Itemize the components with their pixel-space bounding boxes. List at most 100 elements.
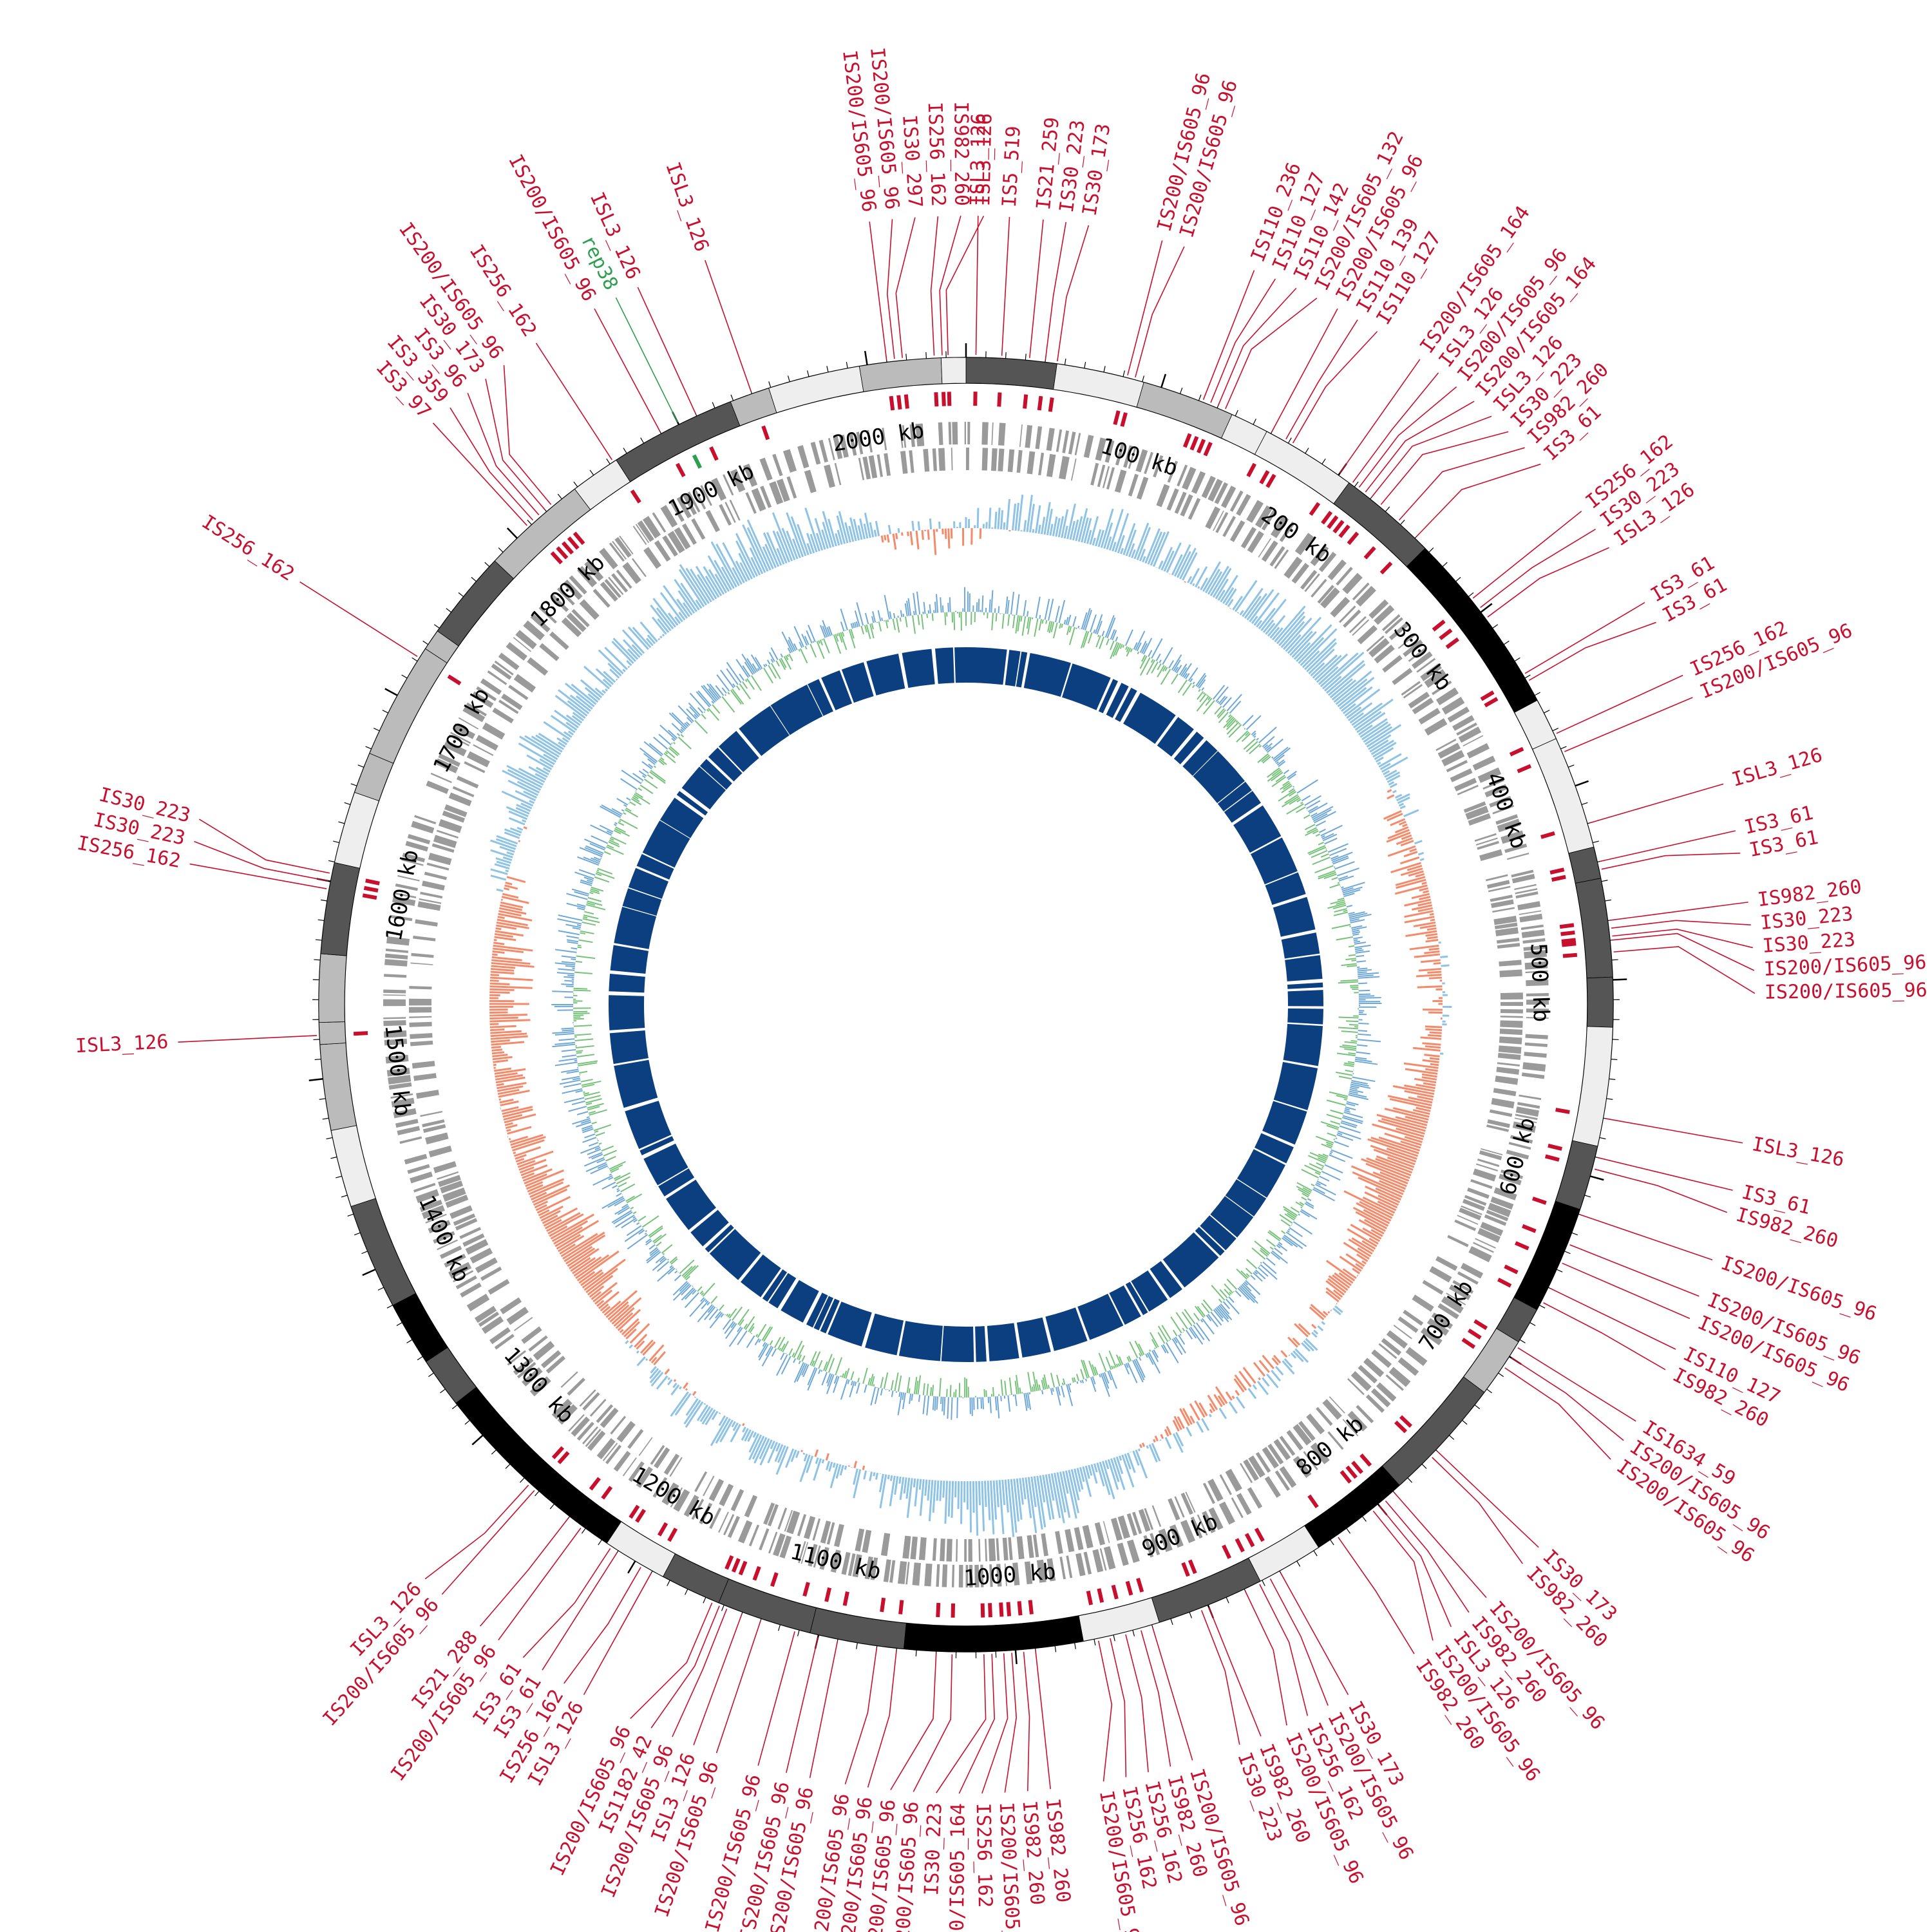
cds-block bbox=[1412, 697, 1434, 715]
cds-block bbox=[1310, 544, 1329, 567]
is-element-label: IS200/IS605_96 bbox=[504, 151, 600, 305]
gc-skew-bar bbox=[705, 1409, 716, 1426]
gc-skew-bar bbox=[1023, 520, 1027, 532]
cds-block bbox=[767, 1504, 779, 1527]
gc-skew-bar bbox=[509, 1135, 529, 1143]
gc-content-bar bbox=[1181, 1311, 1193, 1327]
gc-content-bar bbox=[798, 1354, 802, 1361]
gc-skew-bar bbox=[491, 965, 516, 969]
gc-skew-bar bbox=[813, 1458, 822, 1481]
gc-content-bar bbox=[1304, 795, 1321, 806]
is-element-mark bbox=[1439, 628, 1453, 641]
gc-content-bar bbox=[1189, 1326, 1204, 1345]
cds-block bbox=[719, 1483, 734, 1506]
cds-block bbox=[831, 1549, 841, 1573]
cds-block bbox=[1298, 1421, 1316, 1441]
cds-block bbox=[385, 1054, 409, 1064]
cds-block bbox=[383, 1020, 406, 1027]
gc-content-bar bbox=[1041, 1390, 1044, 1395]
gc-skew-bar bbox=[1379, 762, 1391, 770]
gc-skew-bar bbox=[695, 599, 703, 609]
gc-content-bar bbox=[857, 1378, 860, 1383]
gc-content-bar bbox=[1342, 1117, 1363, 1124]
gc-skew-bar bbox=[499, 907, 527, 915]
cds-block bbox=[1036, 1559, 1046, 1583]
gc-skew-bar bbox=[1017, 494, 1024, 531]
gc-content-bar bbox=[793, 1358, 797, 1363]
gc-content-bar bbox=[763, 1326, 773, 1342]
gc-content-bar bbox=[666, 750, 676, 759]
gc-content-bar bbox=[1068, 626, 1072, 633]
gc-content-bar bbox=[614, 1172, 631, 1182]
gc-skew-bar bbox=[1366, 724, 1402, 748]
cds-block bbox=[1499, 1028, 1523, 1036]
conserved-block bbox=[781, 1280, 819, 1323]
gc-content-bar bbox=[735, 659, 750, 678]
cds-block bbox=[1486, 1209, 1509, 1222]
gc-skew-bar bbox=[505, 882, 513, 886]
is-element-mark bbox=[889, 395, 895, 411]
conserved-block bbox=[1131, 1270, 1168, 1312]
genome-band bbox=[1572, 1026, 1613, 1147]
gc-skew-bar bbox=[607, 1301, 629, 1321]
gc-content-bar bbox=[1108, 1350, 1117, 1368]
gc-skew-bar bbox=[1074, 1468, 1081, 1492]
gc-content-bar bbox=[808, 625, 816, 643]
gc-content-bar bbox=[788, 636, 797, 651]
feature-leader bbox=[844, 1648, 878, 1785]
gc-skew-bar bbox=[554, 695, 586, 719]
gc-content-bar bbox=[1330, 1109, 1344, 1115]
gc-skew-bar bbox=[1398, 802, 1405, 807]
gc-content-bar bbox=[597, 1163, 608, 1170]
gc-content-bar bbox=[1098, 1352, 1107, 1372]
gc-skew-bar bbox=[1358, 1177, 1403, 1198]
cds-block bbox=[1465, 806, 1489, 820]
gc-content-bar bbox=[649, 771, 666, 784]
gc-content-bar bbox=[1307, 845, 1326, 854]
gc-content-bar bbox=[949, 597, 951, 612]
gc-skew-bar bbox=[511, 1136, 546, 1149]
cds-block bbox=[1475, 837, 1498, 846]
gc-skew-bar bbox=[1235, 1390, 1240, 1396]
gc-skew-bar bbox=[489, 988, 515, 991]
gc-skew-bar bbox=[1440, 955, 1448, 958]
gc-content-bar bbox=[1241, 1283, 1256, 1299]
gc-content-bar bbox=[1162, 666, 1166, 672]
gc-skew-bar bbox=[501, 790, 534, 807]
gc-content-bar bbox=[793, 1362, 804, 1383]
cds-block bbox=[1068, 431, 1076, 455]
cds-block bbox=[1500, 1020, 1523, 1028]
gc-content-bar bbox=[704, 1306, 716, 1321]
scale-tick bbox=[428, 1372, 434, 1378]
gc-skew-bar bbox=[1399, 856, 1420, 865]
cds-block bbox=[1136, 477, 1149, 500]
gc-content-bar bbox=[707, 1305, 715, 1313]
feature-leader bbox=[1056, 225, 1090, 362]
scale-tick bbox=[1346, 1528, 1351, 1534]
gc-skew-bar bbox=[1258, 1359, 1270, 1373]
gc-skew-bar bbox=[651, 616, 667, 635]
gc-skew-bar bbox=[508, 817, 526, 826]
gc-content-bar bbox=[1295, 1201, 1303, 1208]
is-element-mark bbox=[1480, 690, 1495, 701]
gc-content-bar bbox=[1173, 1329, 1178, 1337]
cds-block bbox=[1517, 1102, 1540, 1109]
gc-skew-bar bbox=[502, 893, 519, 899]
gc-content-bar bbox=[724, 694, 727, 696]
gc-skew-bar bbox=[571, 715, 583, 724]
gc-content-bar bbox=[1050, 1388, 1053, 1396]
gc-content-bar bbox=[1100, 1373, 1110, 1397]
gc-skew-bar bbox=[844, 522, 851, 543]
gc-content-bar bbox=[824, 1354, 833, 1372]
cds-block bbox=[880, 1533, 891, 1557]
cds-block bbox=[529, 1376, 551, 1397]
gc-content-bar bbox=[1036, 1379, 1039, 1391]
conserved-block bbox=[1062, 663, 1111, 710]
gc-skew-bar bbox=[494, 936, 516, 942]
gc-skew-bar bbox=[1283, 1358, 1293, 1368]
gc-skew-bar bbox=[1413, 1046, 1441, 1052]
cds-block bbox=[1461, 1205, 1482, 1216]
gc-content-bar bbox=[1318, 828, 1326, 833]
cds-block bbox=[1435, 687, 1459, 706]
cds-block bbox=[748, 1524, 760, 1547]
